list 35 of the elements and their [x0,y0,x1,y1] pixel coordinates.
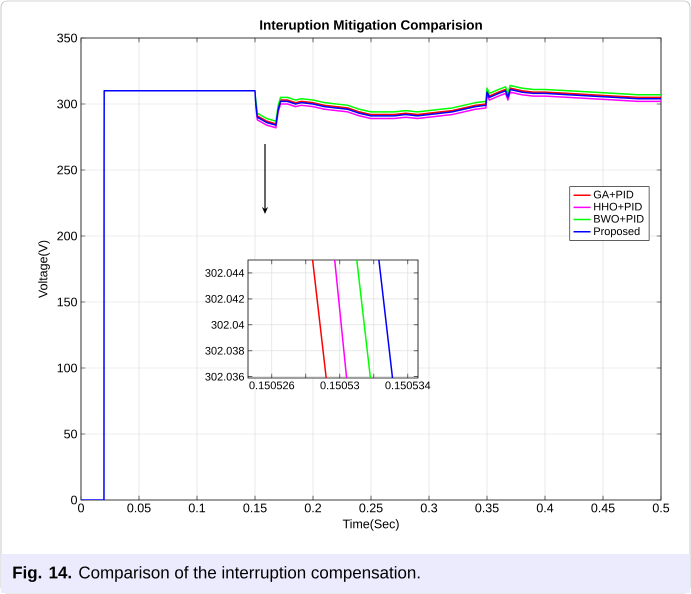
y-axis-title: Voltage(V) [38,240,50,298]
y-tick-label: 150 [58,298,77,306]
y-tick-label: 0 [71,496,77,504]
y-tick-label: 302.04 [211,320,244,329]
x-tick-label: 0.1 [188,504,206,512]
x-tick-label: 0.3 [420,504,438,512]
x-axis-title: Time(Sec) [342,519,399,531]
y-tick-label: 250 [57,166,77,174]
chart-title: Interuption Mitigation Comparision [260,20,482,32]
y-tick-label: 200 [57,232,77,240]
x-tick-label: 0.15 [243,504,267,512]
y-tick-label: 302.038 [205,346,244,355]
legend-label: HHO+PID [594,202,642,211]
y-tick-label: 302.042 [205,295,244,303]
text: Fig. 14. Comparison of the interruption compensation. [13,566,420,582]
x-tick-label: 0.25 [359,504,383,512]
x-tick-label: 0.5 [652,504,670,512]
y-tick-label: 350 [57,34,77,42]
legend-label: GA+PID [594,190,634,198]
y-tick-label: 100 [58,364,77,372]
x-tick-label: 0.05 [127,504,151,512]
x-tick-label: 0.45 [591,504,615,512]
legend-label: Proposed [594,227,640,238]
y-tick-label: 302.036 [205,372,244,381]
y-tick-label: 50 [64,430,77,438]
x-tick-label: 0 [78,504,84,512]
x-tick-label: 0.150526 [249,382,294,390]
x-tick-label: 0.4 [536,504,554,512]
x-tick-label: 0.150534 [385,382,430,390]
x-tick-label: 0.15053 [320,382,360,390]
x-tick-label: 0.2 [304,504,322,512]
y-tick-label: 300 [57,100,77,108]
x-tick-label: 0.35 [475,504,499,512]
legend-label: BWO+PID [594,214,644,223]
y-tick-label: 302.044 [205,269,244,277]
